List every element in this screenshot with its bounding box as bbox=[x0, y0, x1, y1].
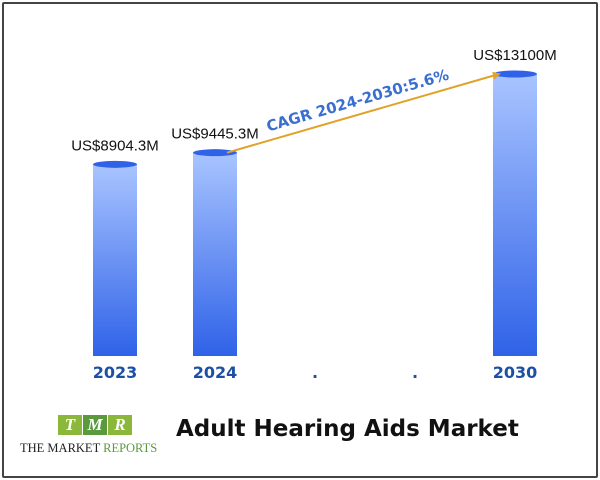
logo-text-dark: THE MARKET bbox=[20, 441, 104, 455]
logo-text-green: REPORTS bbox=[103, 441, 158, 455]
logo-letter-t: T bbox=[58, 415, 82, 435]
x-tick-label: 2030 bbox=[493, 363, 538, 382]
bar-cap-2023 bbox=[93, 160, 137, 168]
bar-2023 bbox=[93, 164, 137, 356]
cagr-label: CAGR 2024-2030:5.6% bbox=[264, 66, 451, 136]
x-tick-label: 2023 bbox=[93, 363, 138, 382]
logo-letter-m: M bbox=[83, 415, 107, 435]
bar-cap-2030 bbox=[493, 70, 537, 78]
bar-2030 bbox=[493, 74, 537, 356]
x-tick-label: . bbox=[412, 363, 418, 382]
chart-title: Adult Hearing Aids Market bbox=[176, 416, 519, 442]
x-tick-label: 2024 bbox=[193, 363, 238, 382]
bar-2024 bbox=[193, 152, 237, 356]
x-tick-label: . bbox=[312, 363, 318, 382]
logo-letter-r: R bbox=[108, 415, 132, 435]
data-label-2024: US$9445.3M bbox=[171, 126, 259, 143]
logo-text: THE MARKET REPORTS bbox=[20, 441, 157, 456]
data-label-2030: US$13100M bbox=[473, 47, 556, 64]
tmr-logo: T M R THE MARKET REPORTS bbox=[20, 415, 170, 465]
bar-cap-2024 bbox=[193, 149, 237, 157]
cagr-arrow bbox=[226, 71, 501, 154]
data-label-2023: US$8904.3M bbox=[71, 137, 159, 154]
